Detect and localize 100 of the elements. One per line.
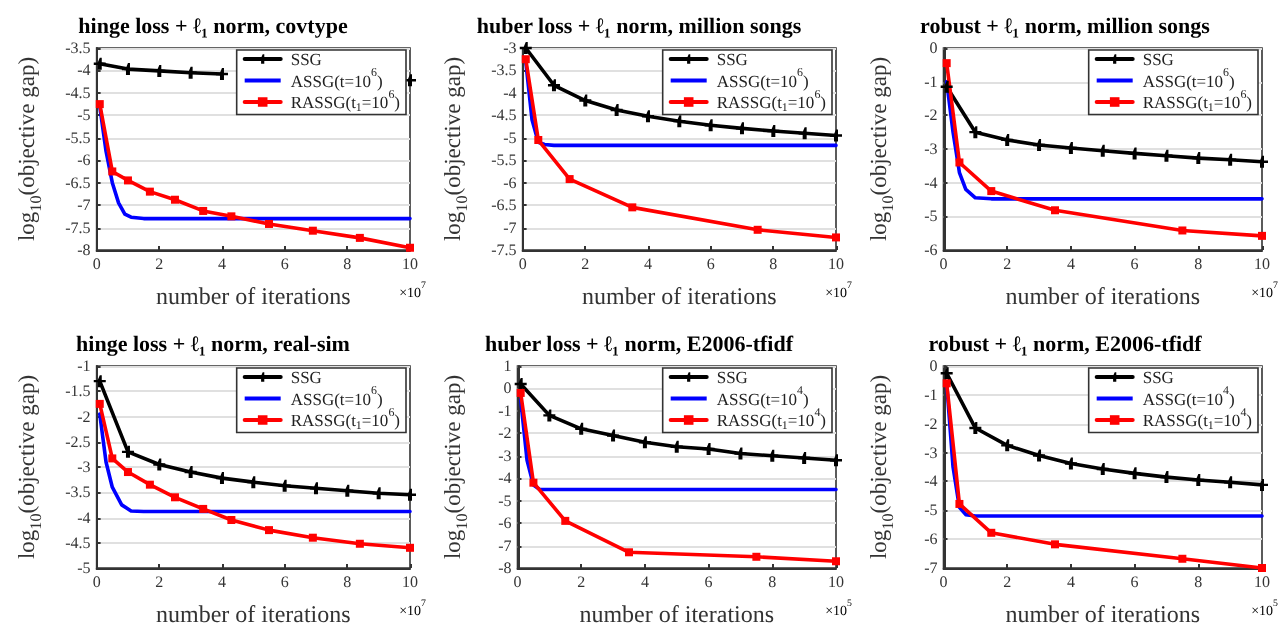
point: [406, 543, 414, 552]
point: [752, 552, 761, 561]
point: [1064, 457, 1077, 470]
point: [1064, 141, 1077, 154]
point: [1033, 138, 1046, 151]
y-tick-label: -5.5: [65, 128, 91, 147]
y-tick-label: -4.5: [491, 106, 517, 125]
y-tick-label: -1: [924, 72, 938, 91]
legend-label: SSG: [716, 367, 748, 387]
y-tick-label: -3: [503, 39, 517, 57]
point: [832, 557, 840, 566]
point: [308, 533, 317, 542]
point: [702, 443, 715, 456]
x-tick-label: 4: [217, 573, 226, 591]
y-tick-label: -5: [498, 491, 512, 510]
point: [95, 100, 104, 109]
point: [514, 377, 527, 390]
point: [153, 458, 166, 471]
chart-title: hinge loss + ℓ₁ norm, covtype: [78, 15, 348, 39]
point: [108, 167, 117, 176]
y-tick-label: -3: [498, 446, 512, 465]
point: [1178, 554, 1187, 563]
chart-title: huber loss + ℓ₁ norm, E2006-tfidf: [484, 333, 794, 357]
y-tick-label: -4: [503, 83, 517, 102]
y-axis-title: log10(objective gap): [442, 374, 471, 560]
y-tick-label: -2: [498, 424, 512, 443]
point: [673, 115, 686, 128]
point: [215, 68, 228, 81]
x-tick-label: 2: [1003, 573, 1012, 591]
chart-title: robust + ℓ₁ norm, E2006-tfidf: [928, 333, 1203, 357]
point: [121, 445, 134, 458]
y-tick-label: -3.5: [65, 483, 91, 502]
point: [832, 233, 840, 242]
point: [93, 57, 106, 70]
chart-title: robust + ℓ₁ norm, million songs: [920, 15, 1212, 39]
point: [1128, 467, 1141, 480]
point: [516, 388, 525, 397]
point: [579, 94, 592, 107]
y-tick-label: 0: [929, 39, 938, 57]
y-tick-label: -2.5: [65, 432, 91, 451]
y-tick-label: -4.5: [65, 83, 91, 102]
x-tick-label: 8: [1194, 255, 1203, 273]
y-tick-label: -7: [924, 559, 938, 577]
point: [521, 55, 530, 64]
y-tick-label: -7.5: [65, 218, 91, 237]
x-tick-label: 10: [1254, 573, 1270, 591]
point: [753, 225, 762, 234]
point: [561, 516, 570, 525]
x-tick-label: 10: [402, 573, 418, 591]
y-tick-label: -5.5: [491, 151, 517, 170]
point: [529, 478, 538, 487]
y-tick-label: -5: [924, 501, 938, 520]
line-series: [97, 412, 412, 514]
x-tick-label: 4: [643, 255, 652, 273]
point: [145, 187, 154, 196]
y-axis-title: log10(objective gap): [868, 374, 897, 560]
y-tick-label: -4.5: [65, 533, 91, 552]
point: [670, 440, 683, 453]
x-tick-label: 4: [1066, 255, 1075, 273]
y-tick-label: 0: [929, 357, 938, 375]
point: [940, 80, 953, 93]
line-series: [518, 397, 838, 492]
point: [95, 399, 104, 408]
y-tick-label: -6: [924, 530, 938, 549]
point: [610, 103, 623, 116]
x-tick-label: 10: [1254, 255, 1270, 273]
point: [624, 548, 633, 557]
point: [308, 226, 317, 235]
x-tick-label: 8: [769, 255, 778, 273]
y-tick-label: -3: [924, 443, 938, 462]
point: [93, 375, 106, 388]
point: [1033, 449, 1046, 462]
point: [704, 119, 717, 132]
x-tick-label: 8: [1194, 573, 1203, 591]
x-tick-label: 2: [155, 255, 164, 273]
point: [1001, 133, 1014, 146]
point: [969, 126, 982, 139]
x-tick-label: 6: [280, 573, 289, 591]
chart-title: huber loss + ℓ₁ norm, million songs: [476, 15, 803, 39]
y-tick-label: -3.5: [491, 61, 517, 80]
legend-label: SSG: [1142, 49, 1174, 69]
x-axis-title: number of iterations: [156, 282, 352, 310]
point: [519, 42, 532, 54]
y-tick-label: -3: [77, 458, 91, 476]
y-tick-label: -8: [498, 559, 512, 577]
y-tick-label: -5: [77, 559, 91, 577]
point: [628, 203, 637, 212]
y-tick-label: 0: [503, 379, 512, 398]
y-tick-label: -6: [77, 151, 91, 170]
point: [355, 233, 364, 242]
point: [534, 136, 543, 145]
point: [1192, 473, 1205, 486]
x-tick-label: 8: [343, 255, 352, 273]
point: [227, 212, 236, 221]
y-tick-label: -5: [924, 207, 938, 226]
x-tick-label: 6: [706, 255, 715, 273]
point: [955, 158, 964, 167]
y-tick-label: -1: [77, 357, 91, 375]
y-axis-title: log10(objective gap): [16, 56, 45, 242]
x-axis-title: number of iterations: [579, 600, 775, 628]
